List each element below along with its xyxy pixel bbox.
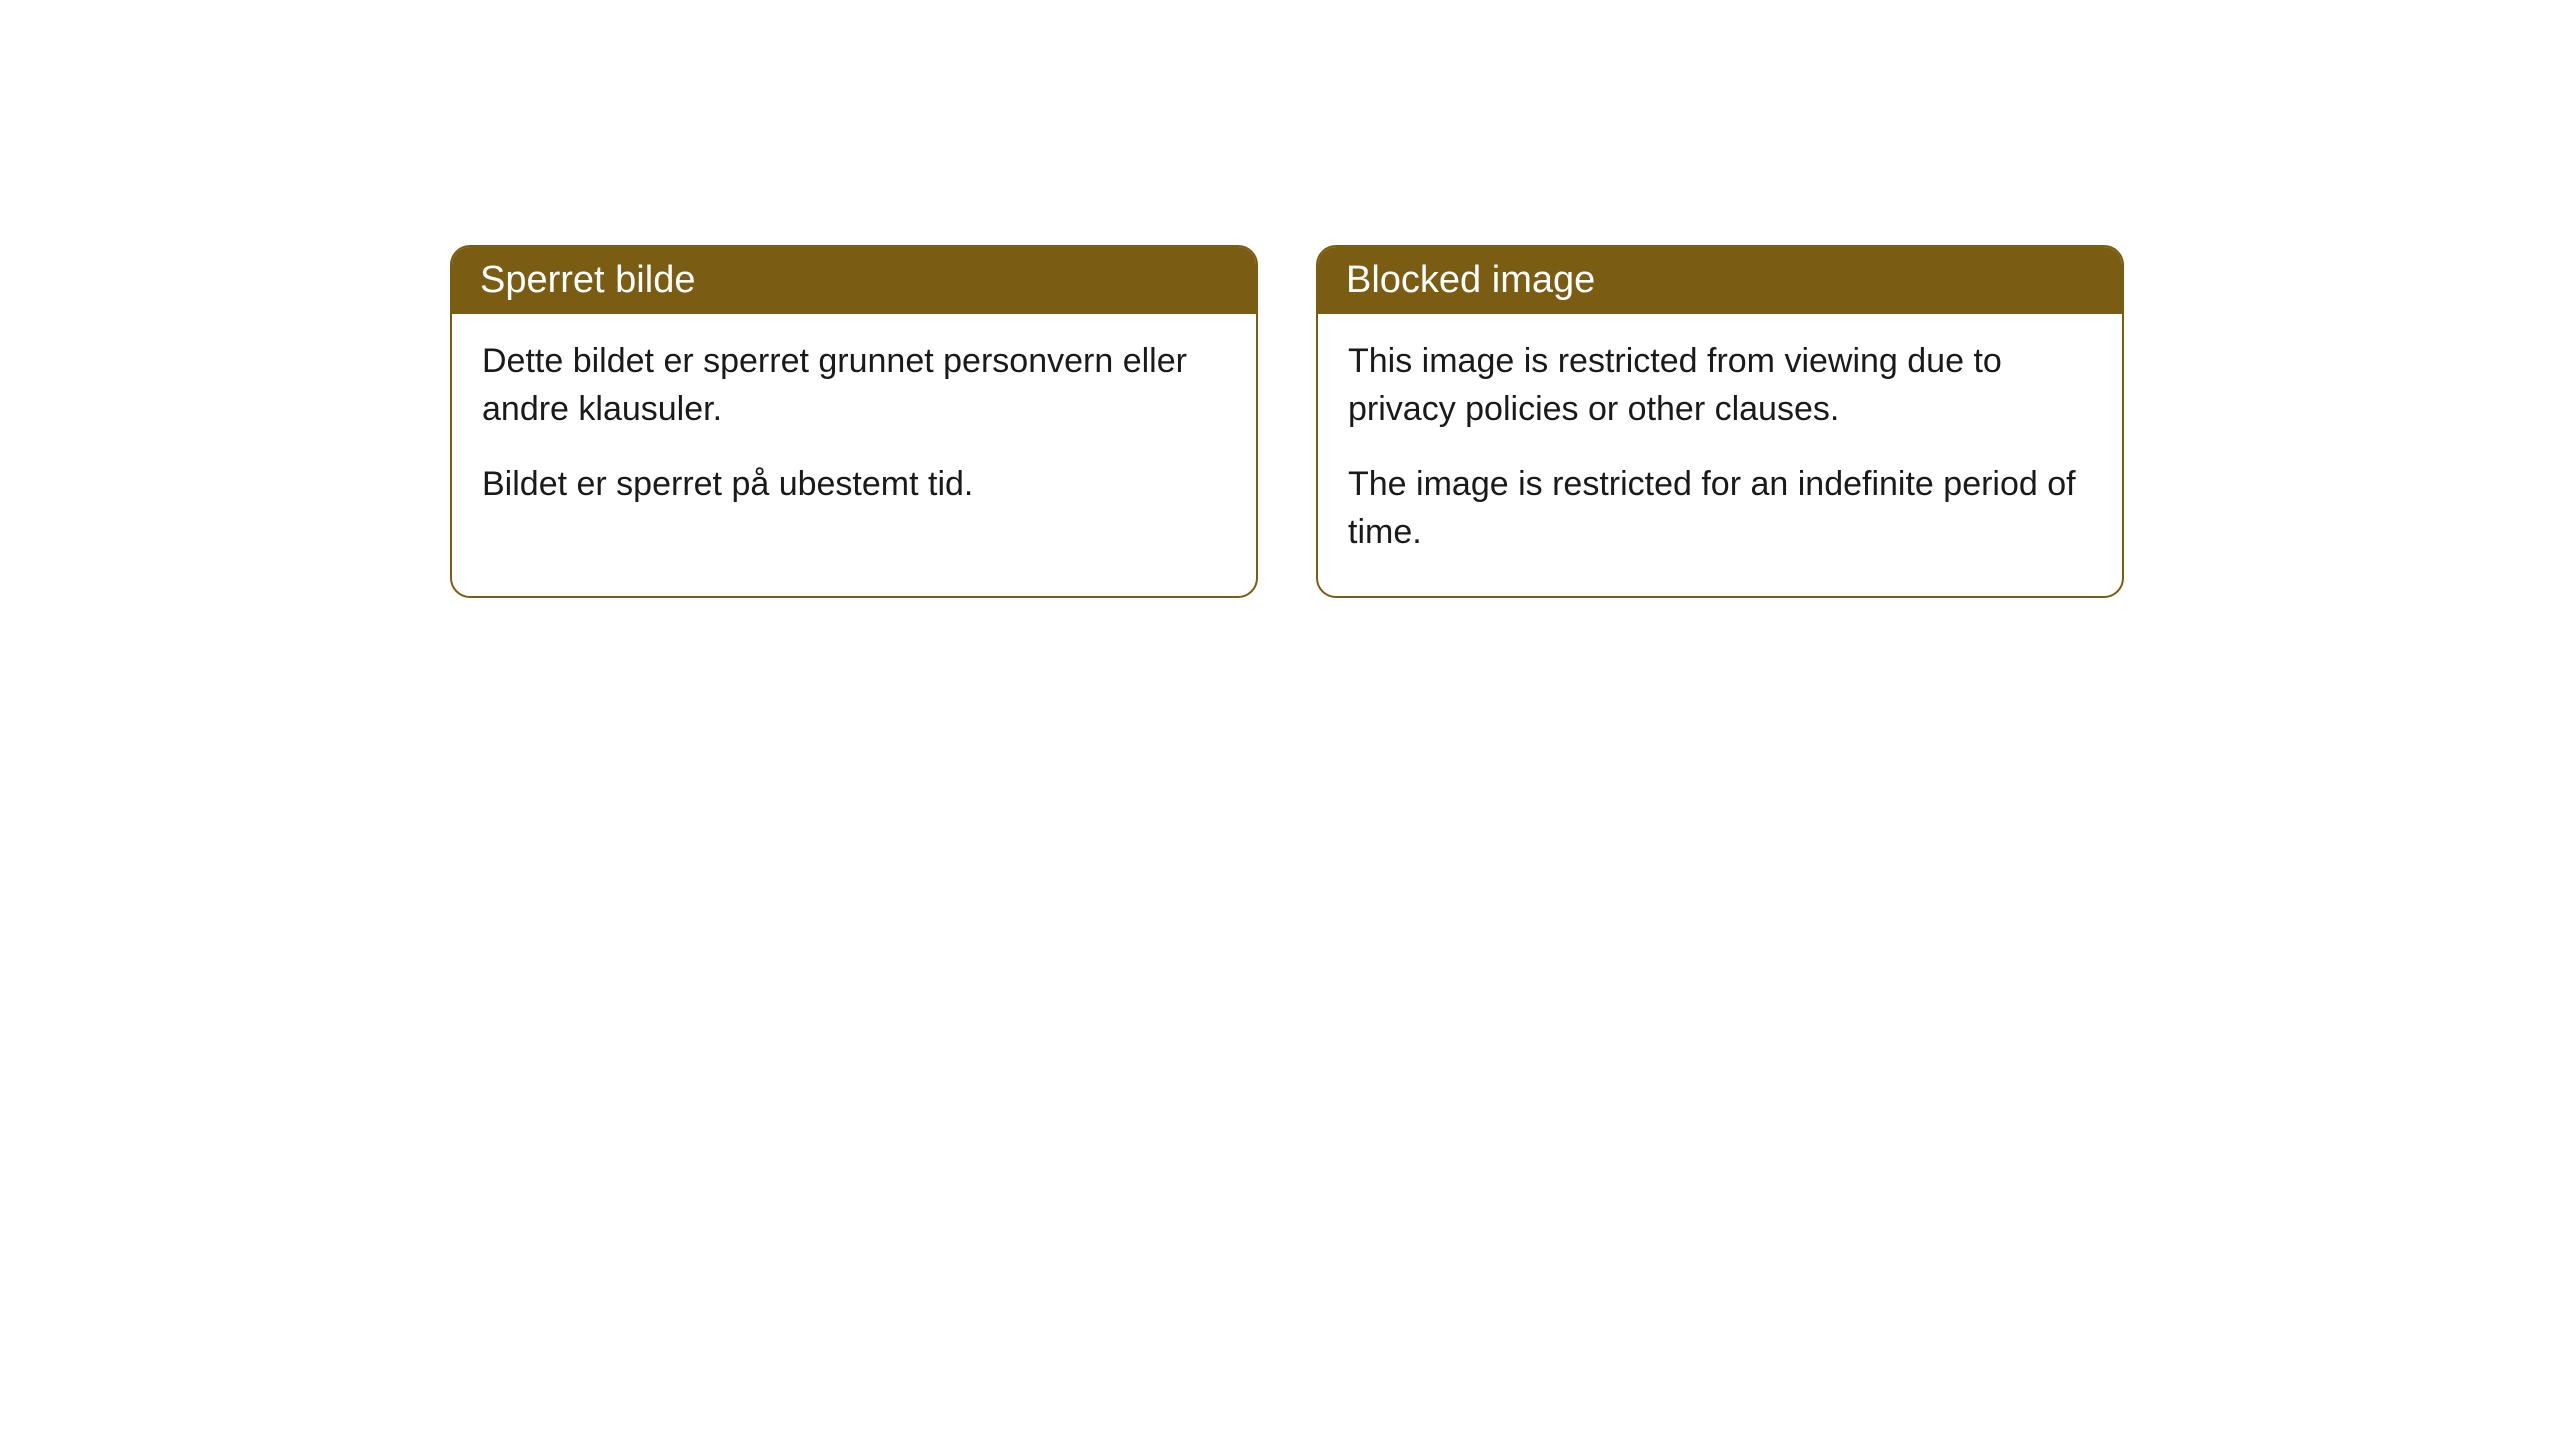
card-body: This image is restricted from viewing du… [1318, 314, 2122, 596]
card-paragraph: This image is restricted from viewing du… [1348, 338, 2092, 433]
notice-card-english: Blocked image This image is restricted f… [1316, 245, 2124, 598]
notice-card-norwegian: Sperret bilde Dette bildet er sperret gr… [450, 245, 1258, 598]
card-body: Dette bildet er sperret grunnet personve… [452, 314, 1256, 549]
notice-cards-container: Sperret bilde Dette bildet er sperret gr… [0, 0, 2560, 598]
card-paragraph: Bildet er sperret på ubestemt tid. [482, 461, 1226, 509]
card-header: Blocked image [1318, 247, 2122, 314]
card-header: Sperret bilde [452, 247, 1256, 314]
card-paragraph: Dette bildet er sperret grunnet personve… [482, 338, 1226, 433]
card-paragraph: The image is restricted for an indefinit… [1348, 461, 2092, 556]
card-title: Blocked image [1346, 259, 1595, 301]
card-title: Sperret bilde [480, 259, 695, 301]
